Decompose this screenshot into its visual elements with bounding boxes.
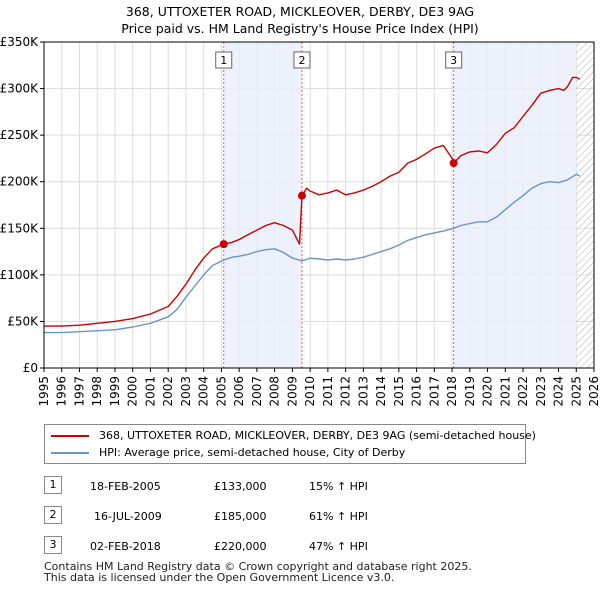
x-tick-label: 2018 bbox=[445, 376, 459, 407]
chart-area: 1 2 3 £0 £50K £100K £150K £200K £250K £300K £350K… bbox=[0, 35, 600, 407]
y-tick-label: £350K bbox=[0, 35, 39, 49]
x-tick-label: 2005 bbox=[214, 376, 228, 407]
y-tick-label: £200K bbox=[0, 175, 39, 189]
x-tick-label: 2014 bbox=[374, 376, 388, 407]
x-tick-label: 2013 bbox=[356, 376, 370, 407]
sale-marker-badge bbox=[215, 51, 233, 69]
x-tick-label: 2000 bbox=[126, 376, 140, 407]
sale-marker-label: 3 bbox=[450, 54, 457, 67]
x-tick-label: 2017 bbox=[427, 376, 441, 407]
ownership-band bbox=[223, 42, 302, 368]
x-tick-label: 2012 bbox=[339, 376, 353, 407]
legend-label-hpi: HPI: Average price, semi-detached house,… bbox=[99, 446, 406, 459]
sale-point bbox=[297, 191, 306, 200]
x-tick-label: 2007 bbox=[250, 376, 264, 407]
sale-number-badge: 2 bbox=[44, 506, 62, 524]
footer-line-licence: This data is licensed under the Open Gov… bbox=[44, 571, 395, 584]
sale-date: 18-FEB-2005 bbox=[90, 480, 161, 493]
x-tick-label: 2002 bbox=[161, 376, 175, 407]
y-tick-label: £250K bbox=[0, 128, 39, 142]
x-tick-label: 2010 bbox=[303, 376, 317, 407]
x-tick-label: 2023 bbox=[534, 376, 548, 407]
x-tick-label: 2006 bbox=[232, 376, 246, 407]
sale-marker-badge bbox=[445, 51, 463, 69]
legend: 368, UTTOXETER ROAD, MICKLEOVER, DERBY, … bbox=[44, 424, 536, 464]
x-tick-label: 1996 bbox=[55, 376, 69, 407]
sale-price: £133,000 bbox=[214, 480, 267, 493]
x-tick-label: 2024 bbox=[552, 376, 566, 407]
footer-line-copyright: Contains HM Land Registry data © Crown c… bbox=[44, 560, 472, 573]
sale-number-badge: 1 bbox=[44, 476, 62, 494]
x-tick-label: 2025 bbox=[569, 376, 583, 407]
x-tick-label: 1999 bbox=[108, 376, 122, 407]
chart-title: 368, UTTOXETER ROAD, MICKLEOVER, DERBY, … bbox=[125, 4, 475, 19]
sale-marker-label: 1 bbox=[220, 54, 227, 67]
x-tick-label: 2001 bbox=[143, 376, 157, 407]
x-tick-label: 2022 bbox=[516, 376, 530, 407]
x-tick-label: 1997 bbox=[72, 376, 86, 407]
table-row: 1 18-FEB-2005 £133,000 15% ↑ HPI bbox=[44, 476, 584, 496]
sale-price: £220,000 bbox=[214, 540, 267, 553]
sale-hpi-diff: 47% ↑ HPI bbox=[309, 540, 368, 553]
legend-label-property: 368, UTTOXETER ROAD, MICKLEOVER, DERBY, … bbox=[99, 429, 536, 442]
x-tick-label: 2011 bbox=[321, 376, 335, 407]
plot-frame bbox=[43, 41, 595, 369]
x-tick-label: 2026 bbox=[587, 376, 600, 407]
x-tick-label: 2016 bbox=[410, 376, 424, 407]
hpi-line bbox=[44, 173, 581, 334]
table-row: 2 16-JUL-2009 £185,000 61% ↑ HPI bbox=[44, 506, 584, 526]
legend-line-blue bbox=[51, 452, 89, 454]
sale-price: £185,000 bbox=[214, 510, 267, 523]
sale-marker-badge bbox=[293, 51, 311, 69]
footer-attribution: Contains HM Land Registry data © Crown c… bbox=[44, 561, 472, 583]
sale-number-badge: 3 bbox=[44, 536, 62, 554]
x-tick-label: 2019 bbox=[463, 376, 477, 407]
legend-line-red bbox=[51, 435, 89, 437]
y-tick-label: £100K bbox=[0, 268, 39, 282]
table-row: 3 02-FEB-2018 £220,000 47% ↑ HPI bbox=[44, 536, 584, 556]
future-hatch bbox=[576, 42, 594, 368]
x-tick-label: 2015 bbox=[392, 376, 406, 407]
x-tick-label: 1995 bbox=[37, 376, 51, 407]
price-paid-line bbox=[44, 76, 581, 327]
chart-subtitle: Price paid vs. HM Land Registry's House … bbox=[121, 21, 479, 36]
sale-date: 02-FEB-2018 bbox=[90, 540, 161, 553]
x-tick-label: 2009 bbox=[285, 376, 299, 407]
sale-marker-label: 2 bbox=[298, 54, 305, 67]
x-tick-label: 2020 bbox=[481, 376, 495, 407]
x-tick-label: 2021 bbox=[498, 376, 512, 407]
sale-hpi-diff: 61% ↑ HPI bbox=[309, 510, 368, 523]
x-tick-label: 2004 bbox=[197, 376, 211, 407]
x-tick-label: 1998 bbox=[90, 376, 104, 407]
x-tick-label: 2008 bbox=[268, 376, 282, 407]
x-tick-label: 2003 bbox=[179, 376, 193, 407]
y-tick-label: £300K bbox=[0, 82, 39, 96]
sale-hpi-diff: 15% ↑ HPI bbox=[309, 480, 368, 493]
ownership-band bbox=[453, 42, 577, 368]
sale-point bbox=[449, 159, 458, 168]
y-tick-label: £150K bbox=[0, 221, 39, 235]
y-tick-label: £50K bbox=[7, 314, 39, 328]
y-tick-label: £0 bbox=[23, 361, 38, 375]
sale-point bbox=[219, 240, 228, 249]
sale-date: 16-JUL-2009 bbox=[94, 510, 162, 523]
